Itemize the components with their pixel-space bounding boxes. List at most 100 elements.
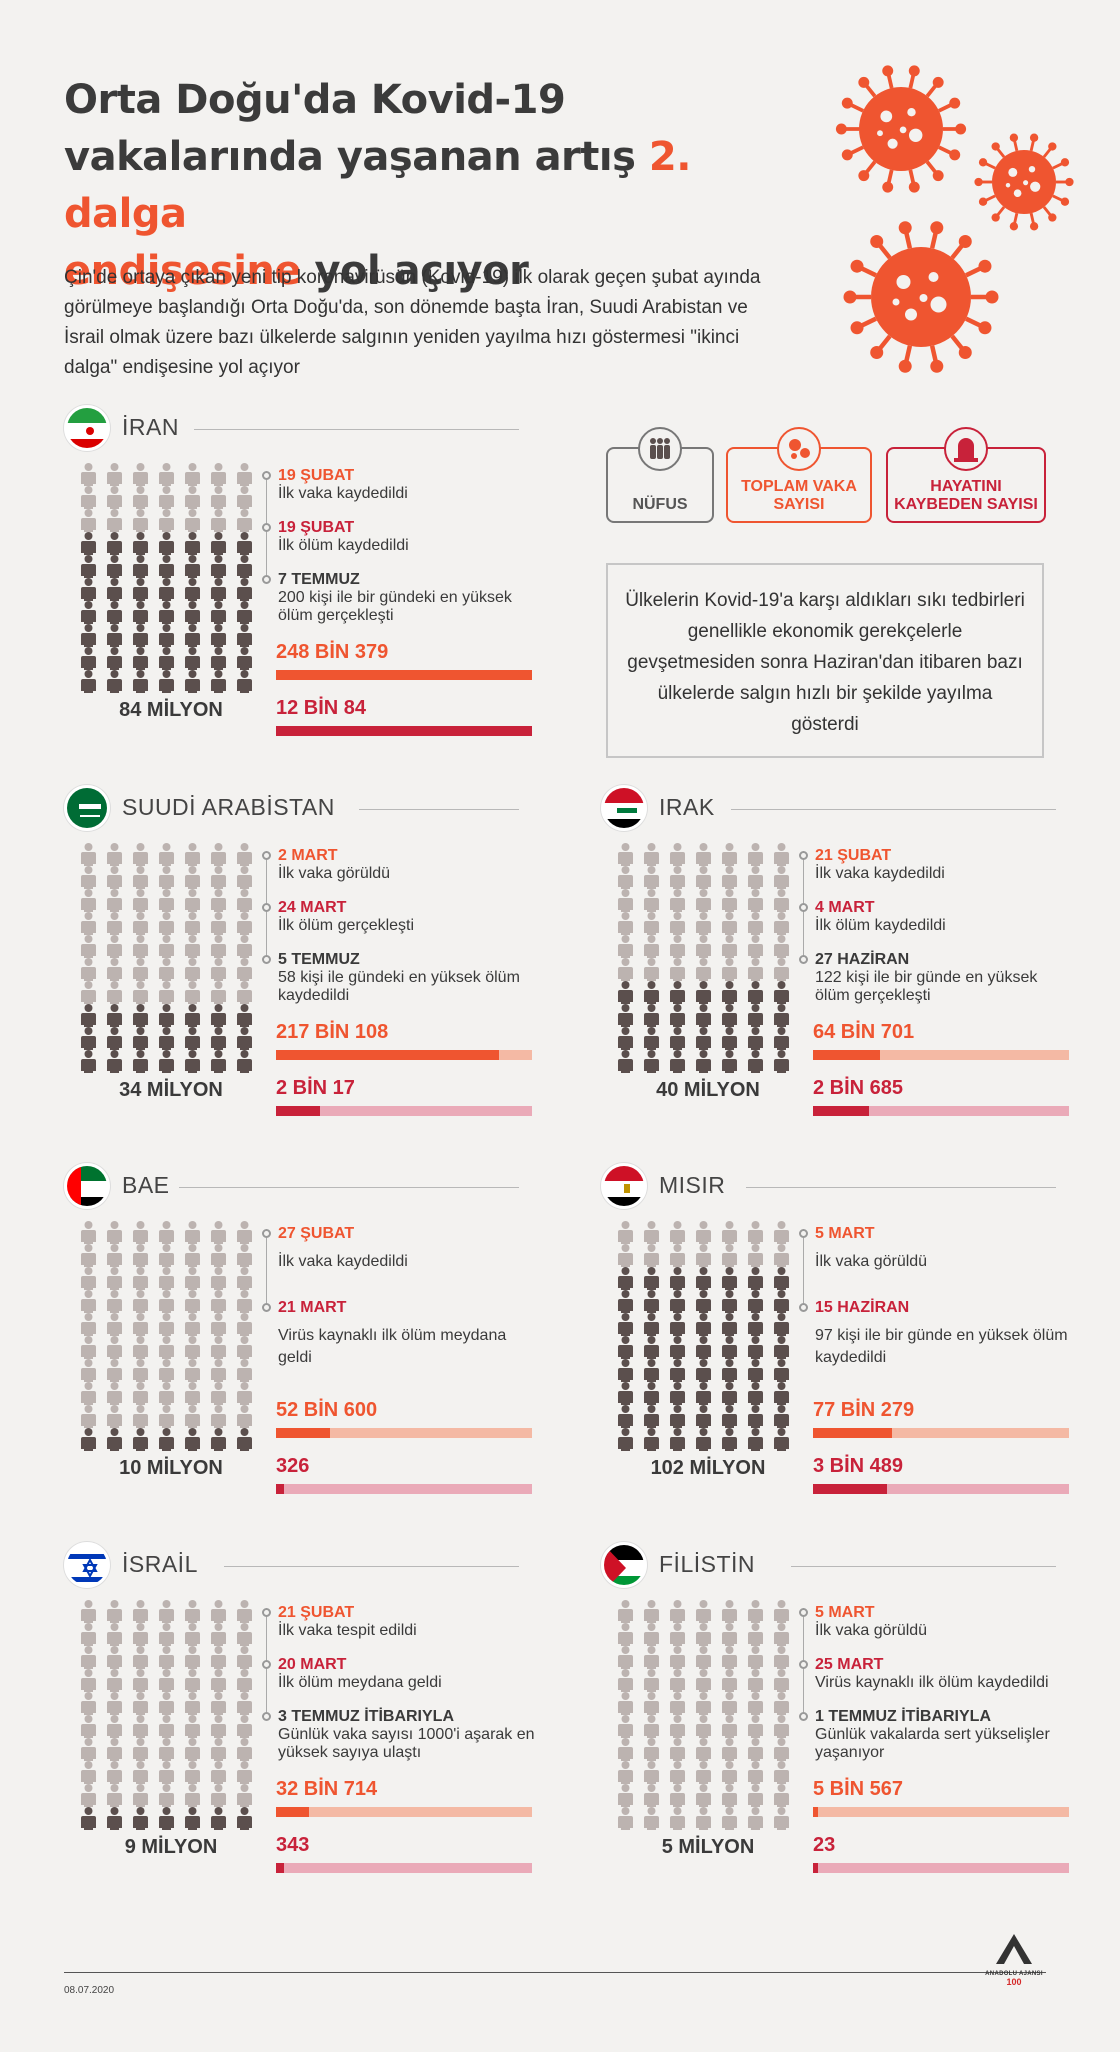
- person-icon: [747, 1761, 773, 1784]
- person-icon: [773, 1004, 799, 1027]
- person-icon: [184, 1761, 210, 1784]
- population-pictogram: [80, 463, 262, 697]
- person-icon: [80, 1692, 106, 1715]
- event-date: 19 ŞUBAT: [278, 467, 355, 484]
- person-icon: [773, 1382, 799, 1405]
- person-icon: [236, 981, 262, 1004]
- person-icon: [617, 912, 643, 935]
- person-icon: [747, 1290, 773, 1313]
- person-icon: [106, 670, 132, 693]
- event-text: Günlük vaka sayısı 1000'i aşarak en yüks…: [278, 1726, 535, 1761]
- person-icon: [236, 958, 262, 981]
- person-icon: [80, 486, 106, 509]
- person-icon: [643, 1405, 669, 1428]
- person-icon: [721, 1336, 747, 1359]
- person-icon: [236, 889, 262, 912]
- person-icon: [158, 486, 184, 509]
- event-text: 58 kişi ile gündeki en yüksek ölüm kayde…: [278, 969, 520, 1004]
- person-icon: [80, 578, 106, 601]
- event-text: İlk vaka kaydedildi: [278, 485, 408, 502]
- person-icon: [210, 1027, 236, 1050]
- person-icon: [643, 1715, 669, 1738]
- iran-flag-icon: [64, 405, 110, 451]
- event-date: 27 ŞUBAT: [278, 1225, 355, 1242]
- person-icon: [106, 1738, 132, 1761]
- person-icon: [773, 1646, 799, 1669]
- person-icon: [721, 1600, 747, 1623]
- legend-cases: TOPLAM VAKA SAYISI: [726, 427, 872, 523]
- person-icon: [184, 1027, 210, 1050]
- person-icon: [210, 1623, 236, 1646]
- deaths-bar: [276, 1484, 532, 1494]
- person-icon: [132, 601, 158, 624]
- timeline-event: 21 MART Virüs kaynaklı ilk ölüm meydana g…: [262, 1299, 538, 1369]
- person-icon: [132, 958, 158, 981]
- person-icon: [643, 1336, 669, 1359]
- person-icon: [617, 1784, 643, 1807]
- person-icon: [210, 981, 236, 1004]
- deaths-value: 12 BİN 84: [276, 697, 367, 719]
- person-icon: [721, 1382, 747, 1405]
- person-icon: [106, 1669, 132, 1692]
- person-icon: [158, 647, 184, 670]
- person-icon: [747, 1623, 773, 1646]
- person-icon: [695, 889, 721, 912]
- person-icon: [643, 1807, 669, 1830]
- total-cases-bar: [276, 1050, 532, 1060]
- person-icon: [695, 1244, 721, 1267]
- person-icon: [184, 1290, 210, 1313]
- deaths-bar: [276, 1863, 532, 1873]
- person-icon: [80, 1221, 106, 1244]
- person-icon: [106, 555, 132, 578]
- total-cases-value: 32 BİN 714: [276, 1778, 378, 1800]
- person-icon: [184, 463, 210, 486]
- person-icon: [184, 981, 210, 1004]
- country-uae: BAE 10 MİLYON 27 ŞUBAT İlk vaka kaydedildi 2…: [64, 1163, 532, 1503]
- person-icon: [236, 1807, 262, 1830]
- country-name: MISIR: [659, 1172, 726, 1198]
- person-icon: [617, 866, 643, 889]
- person-icon: [643, 1600, 669, 1623]
- person-icon: [747, 1050, 773, 1073]
- person-icon: [773, 1600, 799, 1623]
- person-icon: [747, 889, 773, 912]
- person-icon: [132, 578, 158, 601]
- person-icon: [184, 1382, 210, 1405]
- person-icon: [184, 1004, 210, 1027]
- person-icon: [695, 1382, 721, 1405]
- person-icon: [695, 1692, 721, 1715]
- person-icon: [617, 1050, 643, 1073]
- person-icon: [747, 935, 773, 958]
- person-icon: [184, 912, 210, 935]
- person-icon: [158, 670, 184, 693]
- person-icon: [80, 509, 106, 532]
- event-date: 24 MART: [278, 899, 347, 916]
- person-icon: [643, 1623, 669, 1646]
- person-icon: [617, 1669, 643, 1692]
- timeline-dot: [262, 903, 271, 912]
- person-icon: [236, 1623, 262, 1646]
- person-icon: [106, 578, 132, 601]
- person-icon: [669, 1646, 695, 1669]
- person-icon: [669, 1784, 695, 1807]
- person-icon: [721, 958, 747, 981]
- timeline-event: 1 TEMMUZ İTİBARIYLA Günlük vakalarda sert…: [799, 1708, 1075, 1762]
- total-cases-bar-fill: [813, 1050, 880, 1060]
- timeline-event: 24 MART İlk ölüm gerçekleşti: [262, 899, 538, 935]
- person-icon: [158, 1600, 184, 1623]
- person-icon: [643, 935, 669, 958]
- legend-cases-label: TOPLAM VAKA SAYISI: [741, 478, 857, 513]
- person-icon: [106, 624, 132, 647]
- person-icon: [80, 1244, 106, 1267]
- person-icon: [669, 1336, 695, 1359]
- person-icon: [132, 647, 158, 670]
- person-icon: [132, 1646, 158, 1669]
- legend-deaths-label: HAYATINI KAYBEDEN SAYISI: [894, 478, 1038, 513]
- aa-logo: ANADOLU AJANSI 100: [984, 1932, 1044, 1987]
- person-icon: [184, 1669, 210, 1692]
- person-icon: [210, 889, 236, 912]
- person-icon: [132, 981, 158, 1004]
- person-icon: [158, 532, 184, 555]
- country-header: İRAN: [64, 405, 519, 451]
- person-icon: [210, 1221, 236, 1244]
